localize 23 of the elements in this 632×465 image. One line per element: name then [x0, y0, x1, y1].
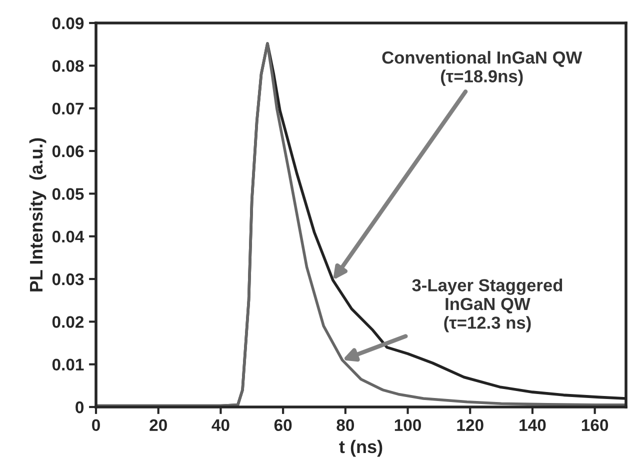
y-tick-label: 0.01 — [52, 358, 84, 371]
x-tick-label: 120 — [457, 419, 484, 432]
y-tick-label: 0.04 — [52, 230, 84, 243]
y-tick-label: 0.09 — [52, 17, 84, 30]
y-tick-label: 0.02 — [52, 316, 84, 328]
annotation: 3-Layer Staggered InGaN QW (τ=12.3 ns) — [412, 278, 562, 332]
x-axis-title: t (ns) — [339, 440, 382, 457]
y-tick-label: 0.07 — [52, 102, 84, 115]
x-tick-label: 20 — [150, 419, 167, 432]
x-tick-label: 0 — [92, 419, 100, 432]
x-tick-label: 80 — [336, 419, 354, 432]
annotation: Conventional InGaN QW (τ=18.9ns) — [382, 50, 582, 86]
y-axis-title: PL Intensity (a.u.) — [29, 138, 46, 292]
y-tick-label: 0.06 — [52, 145, 84, 158]
x-tick-label: 40 — [212, 419, 230, 432]
y-tick-label: 0 — [76, 401, 84, 414]
y-tick-label: 0.08 — [52, 60, 84, 72]
x-tick-label: 60 — [274, 419, 292, 432]
x-tick-label: 100 — [394, 419, 421, 432]
x-tick-label: 140 — [520, 419, 546, 432]
x-tick-label: 160 — [582, 419, 608, 432]
y-tick-label: 0.05 — [52, 188, 84, 200]
y-tick-label: 0.03 — [52, 273, 84, 286]
